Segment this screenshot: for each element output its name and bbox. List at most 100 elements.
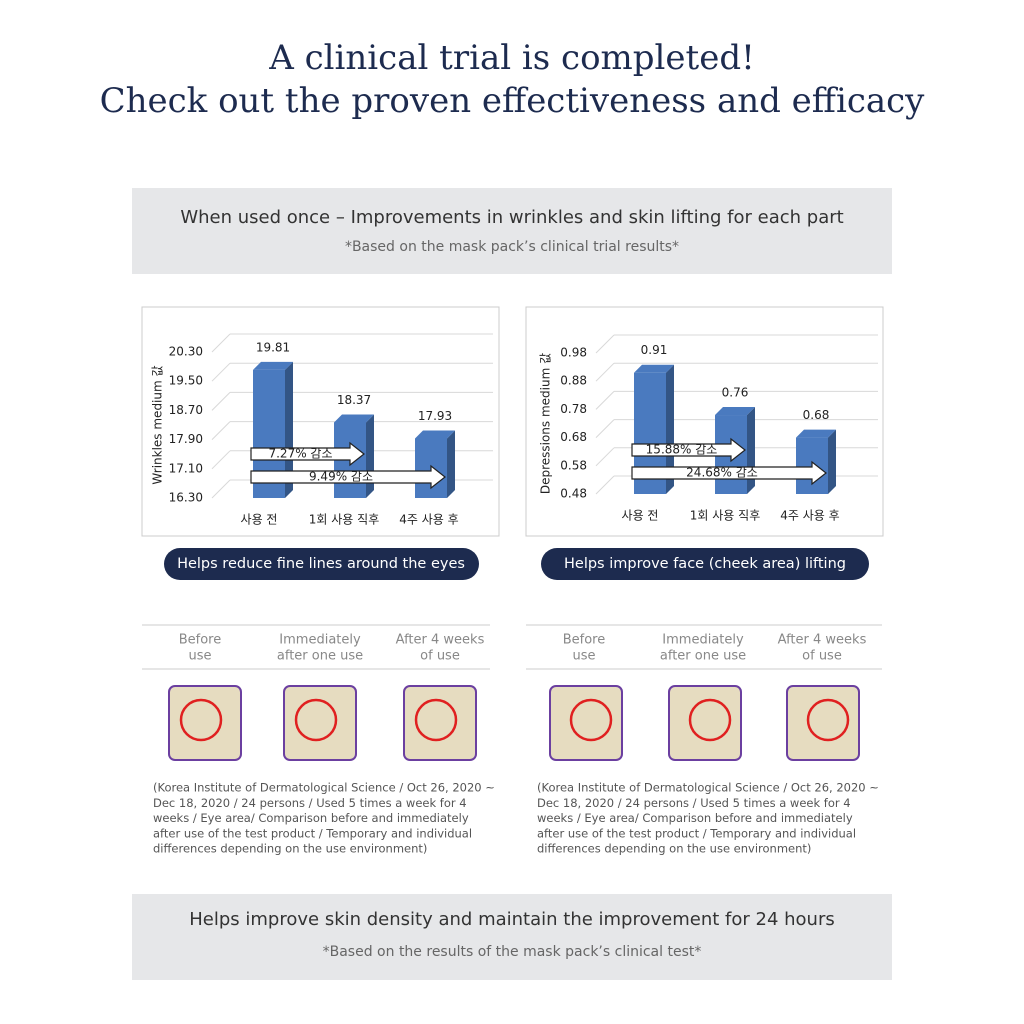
- y-tick-label: 0.68: [560, 430, 587, 444]
- note-line: weeks / Eye area/ Comparison before and …: [537, 811, 853, 825]
- x-tick-label: 4주 사용 후: [399, 513, 458, 527]
- caption: Helps reduce fine lines around the eyes: [177, 556, 465, 572]
- bar-side-shade: [666, 364, 674, 494]
- bar-side-shade: [366, 414, 374, 498]
- y-axis-label: Depressions medium 값: [539, 353, 553, 494]
- column-header: Immediately: [279, 633, 361, 648]
- caption-pill: [541, 548, 869, 580]
- bar-top: [334, 414, 374, 423]
- highlight-circle: [414, 698, 458, 742]
- x-tick-label: 사용 전: [241, 513, 278, 527]
- x-tick-label: 1회 사용 직후: [690, 509, 760, 523]
- bar-top: [253, 361, 293, 370]
- note-line: differences depending on the use environ…: [153, 842, 427, 856]
- y-tick-label: 0.58: [560, 458, 587, 472]
- skin-photo: [403, 685, 477, 761]
- column-header: after one use: [277, 649, 363, 664]
- bar-side-shade: [285, 361, 293, 498]
- value-label: 19.81: [256, 340, 290, 354]
- y-tick-label: 17.10: [169, 461, 203, 475]
- arrow-label: 15.88% 감소: [646, 443, 718, 457]
- highlight-circle: [569, 698, 613, 742]
- y-axis-label: Wrinkles medium 값: [151, 365, 165, 484]
- bar-side-shade: [747, 407, 755, 494]
- x-tick-label: 사용 전: [622, 509, 659, 523]
- arrow: [250, 441, 365, 467]
- grid-line: [595, 334, 615, 354]
- y-tick-label: 0.98: [560, 346, 587, 360]
- footer-title: Helps improve skin density and maintain …: [189, 909, 834, 930]
- column-header: of use: [420, 649, 460, 664]
- bar-side: [285, 361, 293, 498]
- banner-title: When used once – Improvements in wrinkle…: [180, 207, 843, 228]
- title-line: A clinical trial is completed!: [268, 38, 755, 78]
- grid-line: [595, 475, 615, 495]
- y-tick-label: 17.90: [169, 432, 203, 446]
- column-header: Before: [179, 633, 222, 648]
- grid-line: [211, 362, 231, 382]
- bar-top: [796, 429, 836, 438]
- arrow-label: 7.27% 감소: [268, 447, 332, 461]
- bar-side: [666, 364, 674, 494]
- y-tick-label: 18.70: [169, 403, 203, 417]
- title-line: Check out the proven effectiveness and e…: [100, 81, 926, 121]
- banner-bg: [132, 188, 892, 274]
- y-tick-label: 20.30: [169, 345, 203, 359]
- grid-line: [595, 419, 615, 438]
- grid-line: [211, 479, 231, 499]
- column-header: use: [572, 649, 595, 664]
- arrow: [631, 437, 746, 463]
- caption-pill: [164, 548, 479, 580]
- column-header: of use: [802, 649, 842, 664]
- highlight-circle: [294, 698, 338, 742]
- bar-top: [415, 430, 455, 439]
- value-label: 17.93: [418, 409, 452, 423]
- bar-side-shade: [828, 429, 836, 494]
- bar-side: [828, 429, 836, 494]
- note-line: (Korea Institute of Dermatological Scien…: [153, 781, 495, 795]
- column-header: use: [188, 649, 211, 664]
- y-tick-label: 16.30: [169, 491, 203, 505]
- y-tick-label: 0.78: [560, 402, 587, 416]
- arrow-label: 24.68% 감소: [686, 466, 758, 480]
- highlight-circle: [179, 698, 223, 742]
- value-label: 0.76: [722, 386, 749, 400]
- arrow: [631, 460, 827, 486]
- column-header: Immediately: [662, 633, 744, 648]
- skin-photo: [168, 685, 242, 761]
- grid-line: [595, 447, 615, 467]
- y-tick-label: 19.50: [169, 374, 203, 388]
- caption: Helps improve face (cheek area) lifting: [564, 556, 846, 572]
- note-line: after use of the test product / Temporar…: [153, 826, 472, 840]
- grid-line: [211, 450, 231, 470]
- arrow: [250, 464, 446, 490]
- note-line: (Korea Institute of Dermatological Scien…: [537, 781, 879, 795]
- x-tick-label: 1회 사용 직후: [309, 513, 379, 527]
- chart-box: [525, 306, 884, 537]
- column-header: after one use: [660, 649, 746, 664]
- bar-side-shade: [447, 430, 455, 498]
- skin-photo: [283, 685, 357, 761]
- column-header: After 4 weeks: [396, 633, 485, 648]
- y-tick-label: 0.48: [560, 487, 587, 501]
- value-label: 18.37: [337, 393, 371, 407]
- column-header: After 4 weeks: [778, 633, 867, 648]
- highlight-circle: [688, 698, 732, 742]
- note-line: Dec 18, 2020 / 24 persons / Used 5 times…: [153, 796, 467, 810]
- grid-line: [211, 333, 231, 353]
- grid-line: [211, 421, 231, 440]
- bar-side: [447, 430, 455, 498]
- y-tick-label: 0.88: [560, 374, 587, 388]
- footer-bg: [132, 894, 892, 980]
- note-line: Dec 18, 2020 / 24 persons / Used 5 times…: [537, 796, 851, 810]
- highlight-circle: [806, 698, 850, 742]
- arrow-label: 9.49% 감소: [309, 470, 373, 484]
- footer-note: *Based on the results of the mask pack’s…: [323, 944, 702, 960]
- note-line: after use of the test product / Temporar…: [537, 826, 856, 840]
- bar-top: [715, 407, 755, 416]
- grid-line: [211, 392, 231, 411]
- bar-top: [634, 364, 674, 373]
- note-line: weeks / Eye area/ Comparison before and …: [153, 811, 469, 825]
- banner-note: *Based on the mask pack’s clinical trial…: [345, 239, 679, 255]
- grid-line: [595, 391, 615, 410]
